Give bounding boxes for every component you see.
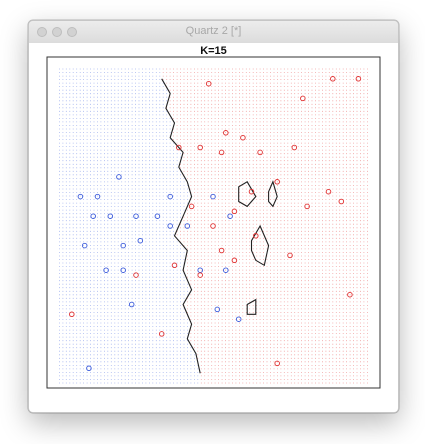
data-point-red-3: [218, 149, 225, 156]
decision-boundary: [161, 78, 201, 374]
data-point-red-29: [133, 272, 139, 278]
data-point-red-19: [253, 233, 259, 239]
data-point-blue-19: [235, 316, 242, 322]
boundary-island-3: [250, 224, 270, 267]
boundary-island-2: [268, 180, 278, 208]
data-point-red-11: [248, 188, 255, 195]
data-point-blue-18: [137, 237, 144, 244]
data-point-red-27: [300, 95, 306, 102]
data-point-red-20: [287, 252, 293, 259]
knn-plot: [46, 56, 381, 389]
data-point-red-17: [197, 272, 203, 278]
data-point-red-22: [274, 360, 280, 367]
data-point-blue-16: [223, 267, 229, 273]
data-point-red-28: [205, 80, 212, 87]
plot-frame: [46, 56, 381, 389]
data-point-red-18: [231, 257, 238, 264]
data-point-red-26: [355, 76, 362, 82]
data-point-red-16: [218, 247, 225, 254]
close-window-button[interactable]: [37, 27, 47, 37]
plot-title: K=15: [200, 45, 227, 57]
data-point-blue-2: [94, 193, 101, 200]
boundary-island-4: [246, 298, 257, 315]
data-point-blue-6: [120, 242, 126, 249]
data-point-blue-1: [77, 193, 84, 200]
data-point-red-21: [347, 291, 353, 298]
data-point-red-15: [338, 198, 345, 205]
data-point-red-23: [158, 331, 165, 337]
data-point-blue-22: [227, 213, 233, 219]
data-point-blue-15: [210, 193, 216, 200]
data-point-red-1: [176, 144, 182, 151]
data-point-blue-17: [116, 174, 122, 180]
data-point-blue-7: [103, 267, 109, 273]
data-point-blue-12: [167, 223, 173, 229]
data-point-red-9: [210, 223, 216, 229]
data-point-red-2: [197, 144, 203, 151]
data-point-blue-21: [214, 306, 221, 313]
data-point-red-10: [231, 208, 238, 215]
data-point-blue-9: [133, 213, 139, 219]
minimize-window-button[interactable]: [52, 27, 62, 37]
zoom-window-button[interactable]: [67, 27, 77, 37]
plot-area: K=15: [29, 43, 398, 412]
grid-dots-red: [162, 68, 368, 384]
data-point-blue-8: [120, 267, 126, 273]
window-titlebar[interactable]: Quartz 2 [*]: [29, 21, 398, 44]
data-point-red-30: [171, 262, 178, 269]
data-point-red-4: [240, 134, 246, 141]
data-point-blue-23: [128, 301, 135, 308]
window-title: Quartz 2 [*]: [185, 25, 242, 37]
data-point-red-13: [304, 203, 310, 210]
data-point-red-14: [325, 188, 332, 195]
quartz-window: Quartz 2 [*] K=15: [28, 20, 399, 413]
data-point-red-12: [274, 179, 280, 185]
data-point-blue-4: [107, 213, 114, 219]
data-point-red-8: [188, 203, 195, 210]
data-point-red-7: [223, 130, 229, 136]
data-point-red-5: [257, 149, 263, 156]
data-point-blue-5: [81, 242, 88, 249]
grid-dots-blue: [59, 68, 199, 384]
data-point-red-6: [291, 144, 298, 151]
data-point-blue-10: [154, 213, 161, 219]
data-point-blue-20: [86, 365, 92, 372]
data-point-red-24: [69, 311, 75, 318]
data-point-blue-11: [167, 193, 173, 200]
data-point-red-25: [330, 76, 336, 82]
boundary-island-1: [238, 181, 257, 208]
data-point-blue-3: [90, 213, 96, 219]
data-point-blue-13: [184, 223, 191, 229]
